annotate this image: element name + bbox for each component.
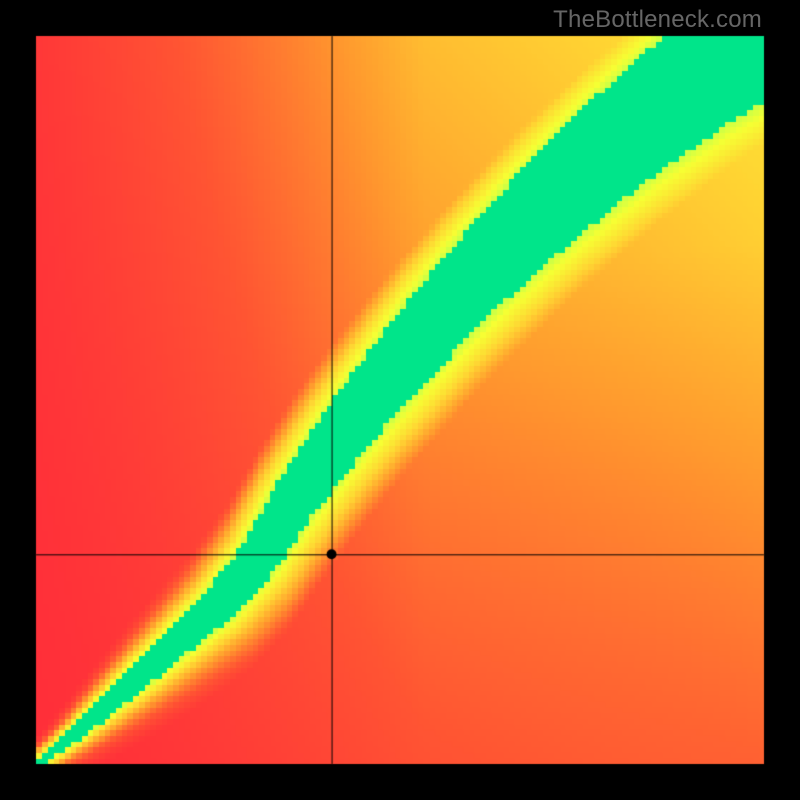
chart-container: TheBottleneck.com xyxy=(0,0,800,800)
watermark-text: TheBottleneck.com xyxy=(553,6,762,34)
crosshair-overlay xyxy=(0,0,800,800)
